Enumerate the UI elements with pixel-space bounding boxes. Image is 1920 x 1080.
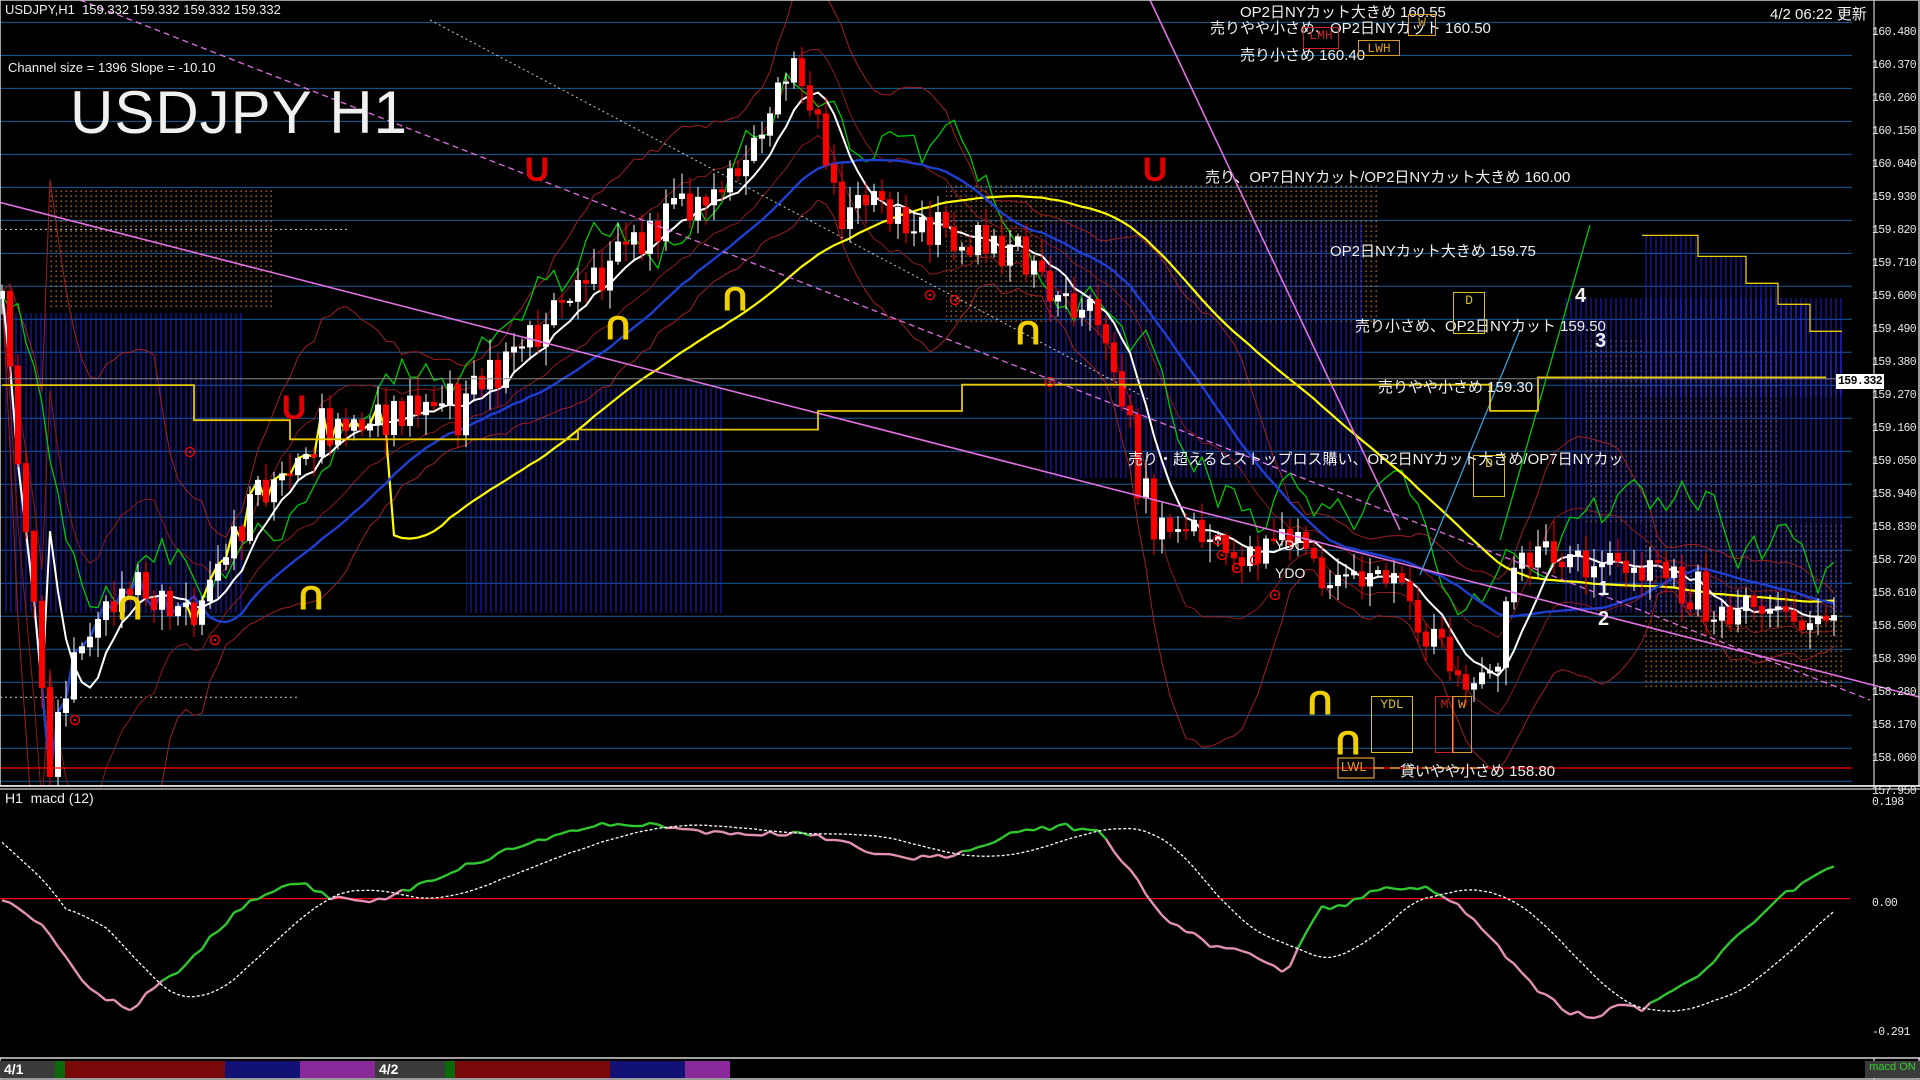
svg-text:U: U — [525, 151, 550, 189]
svg-text:U: U — [282, 389, 307, 427]
svg-text:U: U — [1308, 683, 1333, 721]
svg-text:U: U — [1336, 723, 1361, 761]
svg-text:U: U — [1016, 313, 1041, 351]
svg-text:U: U — [723, 279, 748, 317]
svg-text:U: U — [118, 588, 143, 626]
svg-text:U: U — [299, 578, 324, 616]
svg-text:U: U — [1143, 151, 1168, 189]
svg-text:U: U — [606, 308, 631, 346]
